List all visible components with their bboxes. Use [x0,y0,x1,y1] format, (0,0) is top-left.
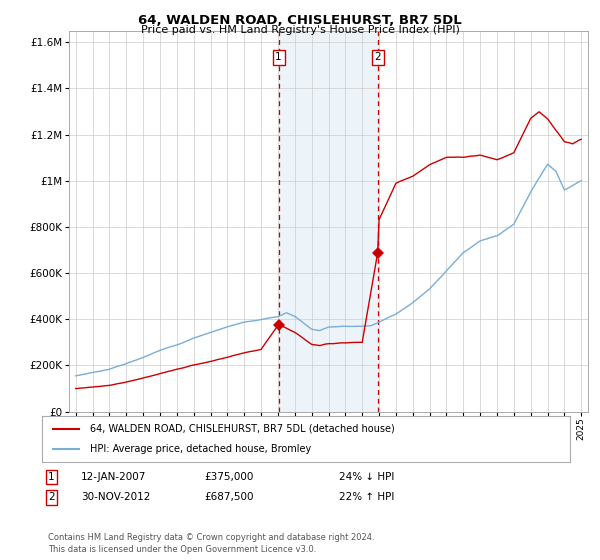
Text: 24% ↓ HPI: 24% ↓ HPI [339,472,394,482]
Text: Price paid vs. HM Land Registry's House Price Index (HPI): Price paid vs. HM Land Registry's House … [140,25,460,35]
Text: 22% ↑ HPI: 22% ↑ HPI [339,492,394,502]
Text: HPI: Average price, detached house, Bromley: HPI: Average price, detached house, Brom… [89,444,311,454]
Text: 64, WALDEN ROAD, CHISLEHURST, BR7 5DL: 64, WALDEN ROAD, CHISLEHURST, BR7 5DL [138,14,462,27]
Bar [278,31,378,412]
Text: 2: 2 [48,492,55,502]
Text: 64, WALDEN ROAD, CHISLEHURST, BR7 5DL (detached house): 64, WALDEN ROAD, CHISLEHURST, BR7 5DL (d… [89,424,394,434]
Text: 1: 1 [48,472,55,482]
Text: Contains HM Land Registry data © Crown copyright and database right 2024.
This d: Contains HM Land Registry data © Crown c… [48,533,374,554]
Text: £687,500: £687,500 [204,492,254,502]
Text: 1: 1 [275,53,282,63]
Text: 2: 2 [374,53,381,63]
Text: 12-JAN-2007: 12-JAN-2007 [81,472,146,482]
Text: 30-NOV-2012: 30-NOV-2012 [81,492,151,502]
Text: £375,000: £375,000 [204,472,253,482]
